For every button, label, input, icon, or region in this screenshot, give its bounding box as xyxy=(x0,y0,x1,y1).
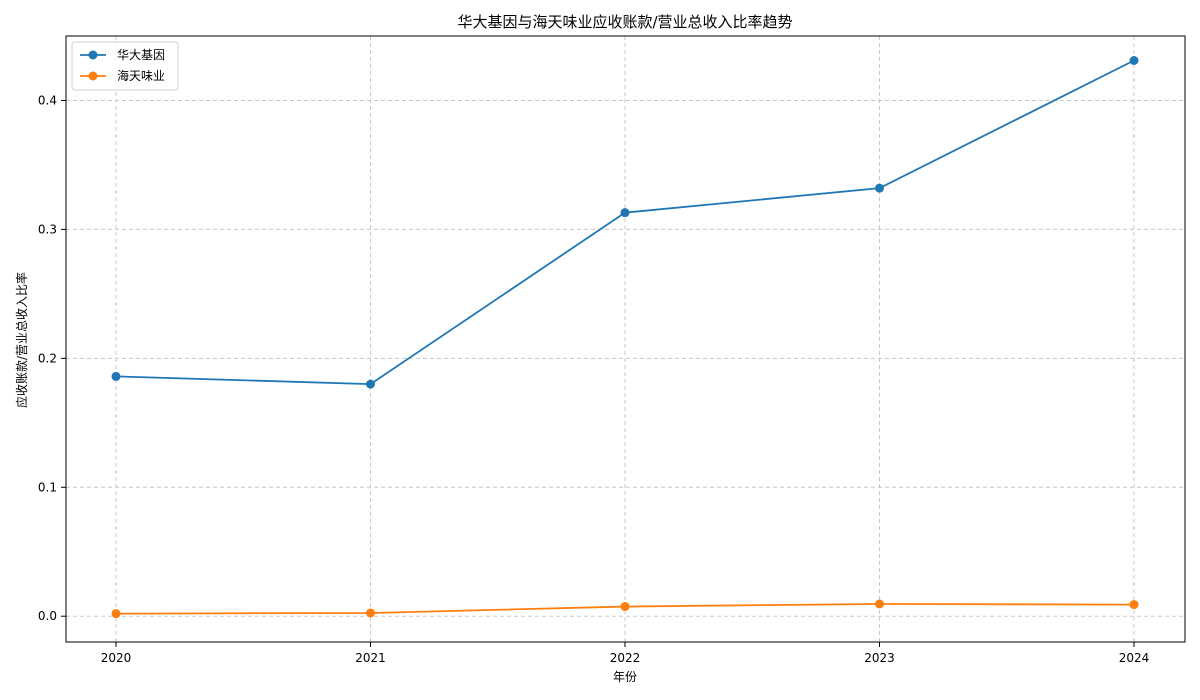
legend-swatch-marker xyxy=(88,71,98,81)
data-point xyxy=(366,379,375,389)
y-tick-label: 0.2 xyxy=(38,351,57,365)
legend-label: 华大基因 xyxy=(117,48,165,62)
data-point xyxy=(620,602,630,612)
y-tick-label: 0.4 xyxy=(38,93,57,107)
chart-title: 华大基因与海天味业应收账款/营业总收入比率趋势 xyxy=(457,13,792,31)
data-point xyxy=(875,599,884,609)
y-tick-label: 0.1 xyxy=(38,480,57,494)
grid xyxy=(66,36,1185,642)
x-tick-label: 2022 xyxy=(610,651,641,665)
data-point xyxy=(111,609,121,619)
y-tick-label: 0.0 xyxy=(38,609,57,623)
data-point xyxy=(875,183,884,193)
data-point xyxy=(111,371,121,381)
y-tick-label: 0.3 xyxy=(38,222,57,236)
series-layer xyxy=(111,55,1139,619)
y-axis-label: 应收账款/营业总收入比率 xyxy=(14,272,29,408)
data-point xyxy=(366,608,375,618)
x-tick-label: 2024 xyxy=(1119,651,1150,665)
data-point xyxy=(1129,600,1139,610)
x-tick-label: 2021 xyxy=(355,651,386,665)
axes: 2020 2021 2022 2023 2024 0.0 0.1 0.2 0.3 0.4 xyxy=(38,35,1186,665)
legend-label: 海天味业 xyxy=(117,68,165,83)
data-point xyxy=(620,208,630,218)
legend-swatch-marker xyxy=(88,50,98,60)
legend-box xyxy=(71,41,179,91)
x-tick-label: 2023 xyxy=(864,651,895,665)
x-tick-label: 2020 xyxy=(101,651,132,665)
x-axis-label: 年份 xyxy=(613,670,637,684)
data-point xyxy=(1129,55,1139,65)
